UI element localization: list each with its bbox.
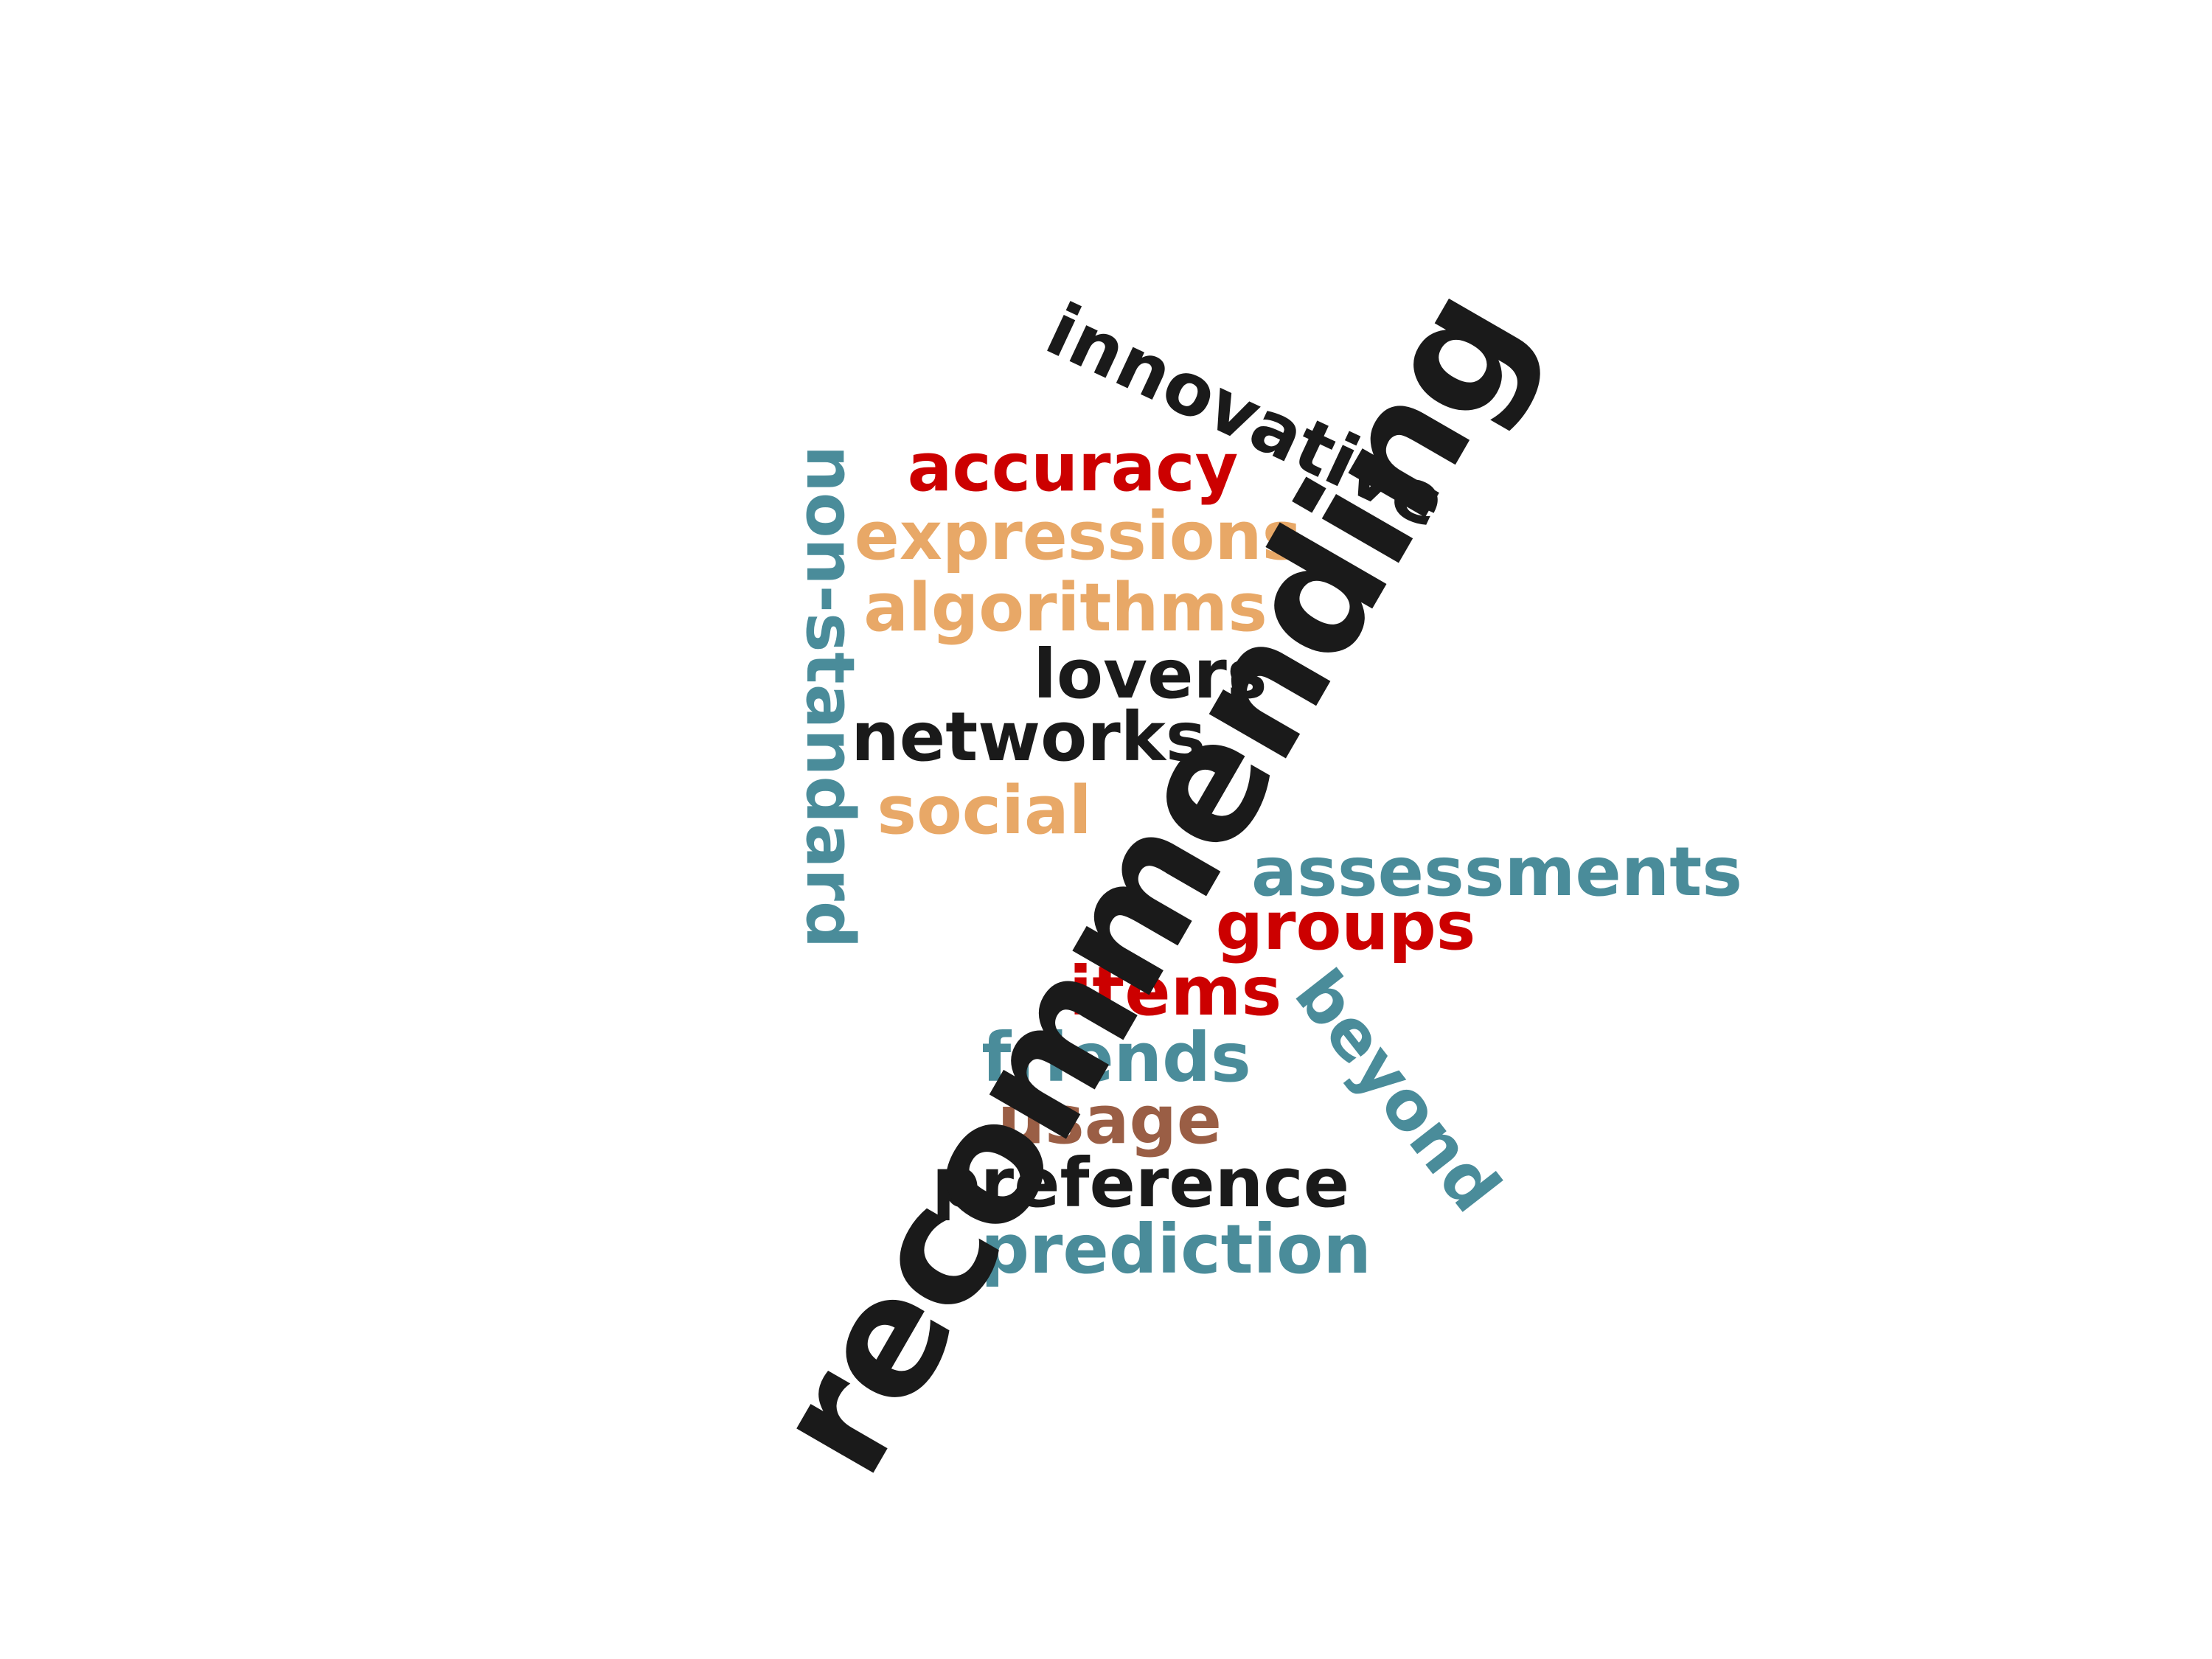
word-algorithms: algorithms (863, 569, 1267, 647)
word-accuracy: accuracy (907, 429, 1239, 507)
word-expressions: expressions (854, 498, 1302, 575)
word-social: social (877, 772, 1092, 849)
word-networks: networks (851, 698, 1206, 776)
word-groups: groups (1215, 888, 1476, 965)
word-lovers: lovers (1033, 635, 1267, 714)
word-preference: preference (931, 1144, 1350, 1222)
word-non-standard: non-standard (791, 445, 869, 949)
word-prediction: prediction (981, 1210, 1371, 1289)
word-items: items (1068, 952, 1282, 1031)
word-usage: usage (998, 1082, 1222, 1159)
word-friends: friends (981, 1018, 1251, 1097)
word-assessments: assessments (1251, 832, 1743, 911)
